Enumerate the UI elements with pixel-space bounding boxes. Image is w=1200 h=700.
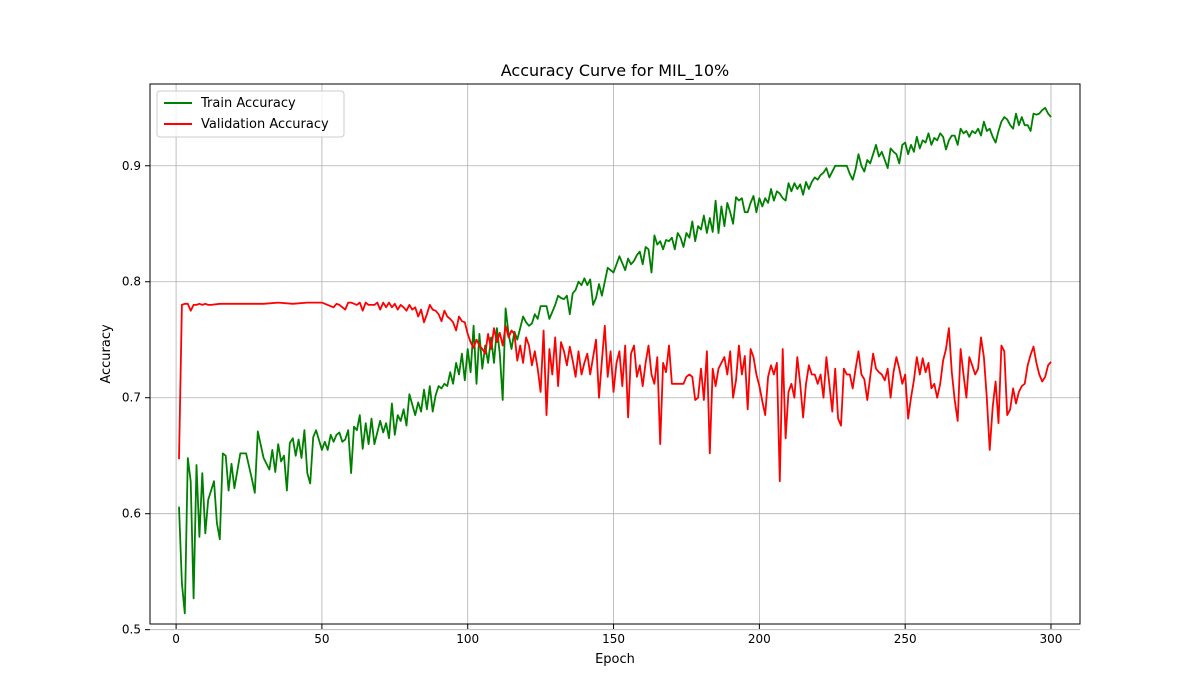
plot-area <box>150 84 1080 624</box>
y-tick-label: 0.7 <box>122 391 141 405</box>
y-tick-label: 0.9 <box>122 159 141 173</box>
x-axis-ticks: 0 50 100 150 200 250 300 <box>172 624 1062 646</box>
y-axis-label: Accuracy <box>99 324 114 384</box>
x-axis-label: Epoch <box>595 652 635 667</box>
series-lines <box>178 106 1052 615</box>
legend-label-validation: Validation Accuracy <box>201 117 329 132</box>
legend-label-train: Train Accuracy <box>200 96 296 111</box>
legend-box <box>156 90 345 138</box>
x-tick-label: 200 <box>748 632 771 646</box>
y-tick-label: 0.6 <box>122 507 141 521</box>
x-tick-label: 0 <box>172 632 180 646</box>
x-tick-label: 250 <box>894 632 917 646</box>
train-accuracy-line <box>178 106 1052 615</box>
validation-accuracy-line <box>178 301 1052 483</box>
x-tick-label: 100 <box>456 632 479 646</box>
chart-title: Accuracy Curve for MIL_10% <box>501 61 730 81</box>
x-tick-label: 50 <box>314 632 329 646</box>
legend: Train Accuracy Validation Accuracy <box>156 90 345 138</box>
plot-frame <box>149 83 1081 625</box>
y-tick-label: 0.8 <box>122 275 141 289</box>
x-tick-label: 300 <box>1040 632 1063 646</box>
y-tick-label: 0.5 <box>122 623 141 637</box>
x-tick-label: 150 <box>602 632 625 646</box>
y-axis-ticks: 0.5 0.6 0.7 0.8 0.9 <box>122 159 150 637</box>
